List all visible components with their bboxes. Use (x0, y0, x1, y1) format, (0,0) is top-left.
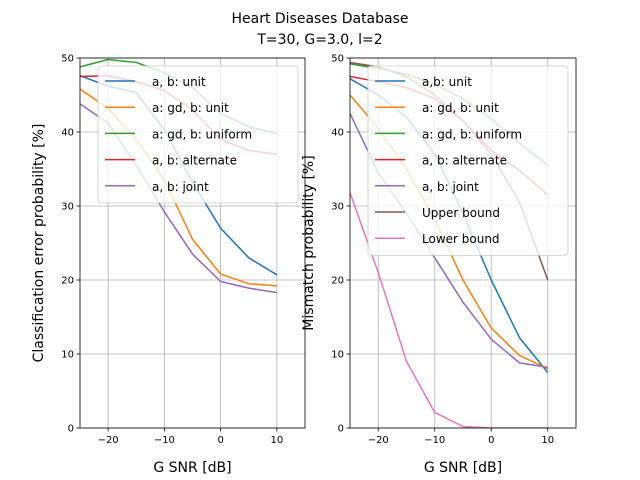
x-tick-label: −20 (368, 435, 389, 446)
legend-entry-1: a: gd, b: unit (422, 101, 499, 115)
legend-entry-3: a, b: alternate (422, 154, 507, 168)
x-tick-label: −20 (98, 435, 119, 446)
legend-frame (97, 65, 299, 204)
y-tick-label: 30 (61, 202, 74, 213)
legend-entry-6: Lower bound (422, 232, 500, 246)
x-tick-label: 10 (541, 435, 554, 446)
y-axis-label: Mismatch probability [%] (301, 155, 317, 330)
y-tick-label: 50 (331, 54, 344, 65)
legend-entry-0: a, b: unit (152, 75, 206, 89)
x-tick-label: 0 (488, 435, 494, 446)
axes-frame (349, 57, 577, 429)
x-tick-label: 10 (271, 435, 284, 446)
y-tick-label: 30 (331, 202, 344, 213)
legend-entry-2: a: gd, b: uniform (152, 127, 252, 141)
y-tick-label: 40 (331, 128, 344, 139)
y-tick-label: 20 (331, 276, 344, 287)
x-axis-label: G SNR [dB] (153, 460, 231, 476)
y-axis-label: Classification error probability [%] (31, 124, 47, 363)
x-tick-label: −10 (424, 435, 445, 446)
legend: a, b: unit a: gd, b: unit a: gd, b: unifor… (97, 65, 299, 204)
y-tick-label: 10 (61, 350, 74, 361)
series-line-6 (350, 192, 548, 428)
legend-entry-4: a, b: joint (422, 180, 479, 194)
y-tick-label: 0 (68, 424, 74, 435)
legend-entry-1: a: gd, b: unit (152, 101, 229, 115)
legend-entry-5: Upper bound (422, 206, 500, 220)
y-tick-label: 20 (61, 276, 74, 287)
legend-entry-4: a, b: joint (152, 180, 209, 194)
legend-frame (367, 65, 569, 256)
y-tick-label: 50 (61, 54, 74, 65)
legend-entry-3: a, b: alternate (152, 154, 237, 168)
legend-entry-2: a: gd, b: uniform (422, 127, 522, 141)
x-axis-label: G SNR [dB] (424, 460, 502, 476)
x-tick-label: 0 (217, 435, 223, 446)
axes-frame (79, 57, 306, 429)
left-panel-classification-error: −20 −10 0 10 0 10 20 30 40 50 G SNR [dB] Classifica… (31, 54, 306, 476)
y-tick-label: 0 (338, 424, 344, 435)
x-tick-label: −10 (154, 435, 175, 446)
figure-subtitle: T=30, G=3.0, l=2 (256, 32, 382, 48)
right-panel-mismatch-probability: −20 −10 0 10 0 10 20 30 40 50 G SNR [dB] Mismatch p… (301, 54, 577, 476)
figure-title: Heart Diseases Database (231, 11, 408, 27)
y-tick-label: 40 (61, 128, 74, 139)
y-tick-label: 10 (331, 350, 344, 361)
legend: a,b: unit a: gd, b: unit a: gd, b: uniform… (367, 65, 569, 256)
legend-entry-0: a,b: unit (422, 75, 472, 89)
